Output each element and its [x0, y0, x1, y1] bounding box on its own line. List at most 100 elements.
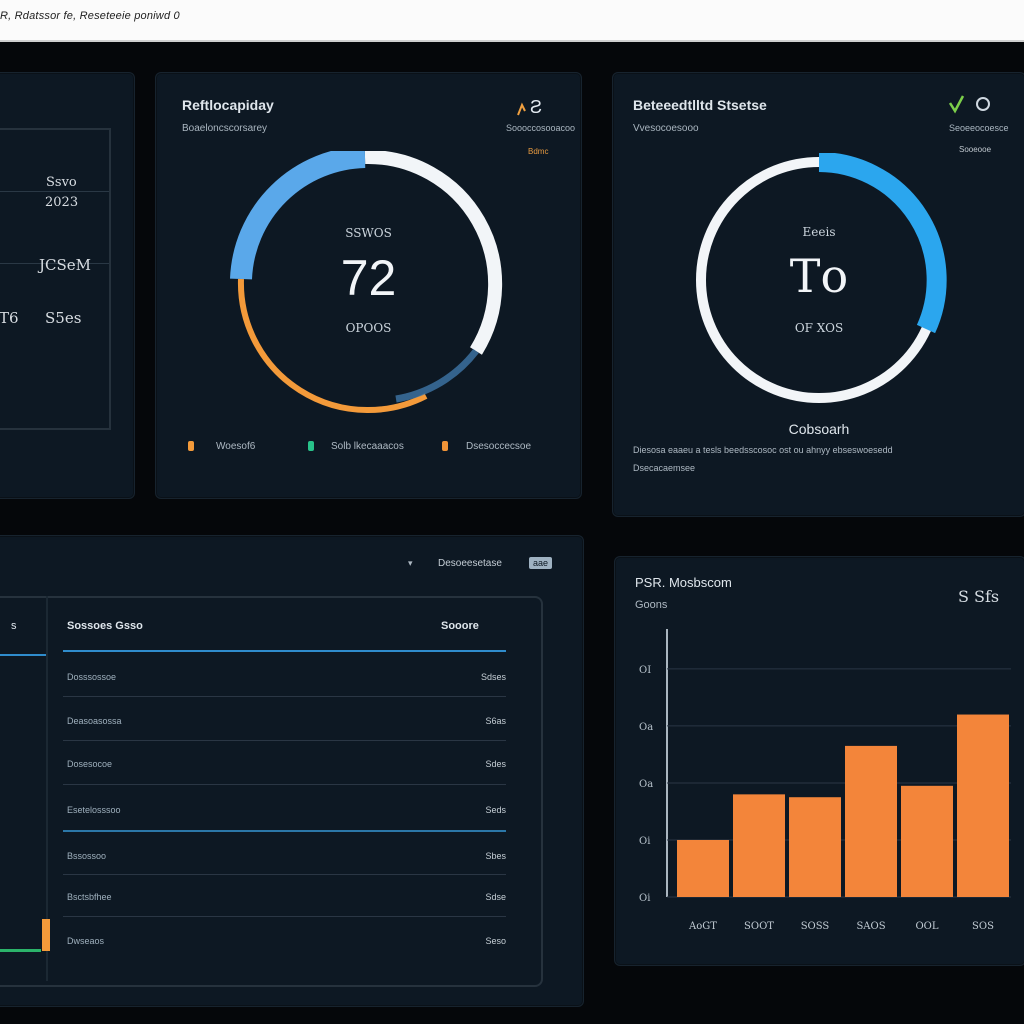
legend-label: Woesof6 [216, 441, 256, 452]
legend-label: Dsesoccecsoe [466, 441, 532, 452]
chart-subtitle: Goons [635, 599, 668, 611]
chart-corner-value: S Sfs [958, 587, 1000, 606]
corner-tag: Sooeooe [959, 145, 992, 154]
table-header-line [63, 650, 506, 652]
gauge-caption: Cobsoarh [788, 421, 850, 437]
table-cell-value: Sdes [485, 759, 506, 769]
pulse-icon[interactable]: Ƨ [516, 97, 554, 122]
table-progress-green [0, 949, 41, 952]
legend-marker [188, 441, 194, 451]
table-frame [0, 596, 543, 987]
table-row-separator [63, 784, 506, 785]
window-titlebar: R, Rdatssor fe, Reseteeie poniwd 0 [0, 0, 1024, 42]
card-subtitle: Boaeloncscorsarey [182, 123, 268, 134]
gauge-segment-white [364, 151, 503, 355]
y-tick-label: Oa [639, 779, 653, 790]
gauge-right-ring [696, 153, 947, 403]
table-cell-label: Dosssossoe [67, 672, 117, 682]
summary-frame [0, 128, 111, 430]
summary-value: 2023 [45, 195, 79, 210]
summary-value: Ssvo [46, 175, 77, 190]
summary-value: JCSeM [39, 256, 92, 274]
bar[interactable] [845, 745, 897, 897]
summary-panel: Ssvo 2023 JCSeM T6 S5es [0, 72, 135, 499]
table-cell-value: Sbes [485, 851, 506, 861]
bar-chart-svg: OI Oa Oa Oi Oi AoGT SOOT SOSS SAOS OOL SOS [639, 629, 1011, 932]
table-row-separator [63, 916, 506, 917]
gauge-bottom-label: OF XOS [794, 321, 844, 335]
table-row-separator [63, 740, 506, 741]
summary-value: S5es [45, 309, 82, 327]
table-cell-value: Seso [485, 936, 506, 946]
gauge-left-ring [230, 151, 503, 414]
y-tick-label: OI [639, 665, 651, 676]
x-tick-label: AoGT [688, 921, 717, 932]
gauge-value: То [789, 249, 849, 303]
x-tick-label: OOL [915, 921, 938, 932]
x-tick-label: SOSS [801, 921, 830, 932]
table-row-separator [63, 696, 506, 697]
gauge-card-right: Beteeedtlltd Stsetse Vvesocoesooo Seoeeo… [612, 72, 1024, 517]
window-title: R, Rdatssor fe, Reseteeie poniwd 0 [0, 10, 180, 22]
card-title: Reftlocapiday [182, 97, 274, 113]
table-cell-label: Bssossoo [67, 851, 107, 861]
table-row-separator [63, 874, 506, 875]
corner-subtitle: Seoeeocoesce [949, 123, 1009, 133]
y-tick-label: Oa [639, 722, 653, 733]
gauge-segment-blend [395, 348, 479, 403]
chart-title: PSR. Mosbscom [635, 575, 732, 590]
table-cell-value: Sdse [485, 892, 506, 902]
legend-label: Solb lkecaaacos [331, 441, 404, 452]
corner-icon-label: Ƨ [530, 97, 542, 117]
table-tag[interactable]: aae [529, 557, 553, 569]
x-tick-label: SOOT [744, 921, 774, 932]
table-cell-label: Deasoasossa [67, 716, 122, 726]
table-column-header[interactable]: Sossoes Gsso [67, 620, 143, 632]
corner-tag: Bdmc [528, 147, 549, 156]
corner-subtitle: Soooccosooacoo [506, 123, 576, 133]
card-subtitle: Vvesocoesooo [633, 123, 699, 134]
table-cell-label: Dwseaos [67, 936, 105, 946]
gauge-bottom-label: OPOOS [345, 321, 392, 335]
table-column-divider [46, 596, 48, 981]
gauge-segment-orange [237, 278, 428, 414]
check-icon[interactable] [947, 93, 997, 120]
gauge-top-label: SSWOS [345, 226, 392, 240]
bar[interactable] [789, 797, 841, 897]
x-tick-label: SAOS [856, 921, 885, 932]
table-progress-orange [42, 919, 50, 951]
gauge-description: Diesosa eaaeu a tesls beedsscosoc ost ou… [633, 445, 893, 455]
table-dropdown[interactable]: Desoeesetase [438, 558, 502, 569]
legend-marker [442, 441, 448, 451]
bar[interactable] [677, 839, 729, 897]
y-tick-label: Oi [639, 836, 650, 847]
summary-divider [0, 263, 109, 264]
table-left-header: s [11, 620, 17, 632]
table-cell-label: Bsctsbfhee [67, 892, 112, 902]
gauge-value: 72 [340, 250, 397, 306]
legend-marker [308, 441, 314, 451]
card-title: Beteeedtlltd Stsetse [633, 97, 767, 113]
table-cell-value: Seds [485, 805, 506, 815]
table-column-header[interactable]: Sooore [441, 620, 479, 632]
gauge-card-left: Reftlocapiday Boaeloncscorsarey Ƨ Sooocc… [155, 72, 582, 499]
gauge-description-2: Dsecacaemsee [633, 463, 696, 473]
bar[interactable] [957, 714, 1009, 897]
table-cell-value: S6as [485, 716, 506, 726]
table-accent-line [0, 654, 46, 656]
dropdown-chevron-icon[interactable]: ▾ [408, 558, 413, 568]
table-card: ▾ Desoeesetase aae s Sossoes Gsso Sooore… [0, 535, 584, 1007]
gauge-top-label: Eeeis [802, 225, 836, 239]
y-tick-label: Oi [639, 893, 650, 904]
summary-value: T6 [0, 309, 19, 327]
table-cell-label: Dosesocoe [67, 759, 113, 769]
bar-chart-card: PSR. Mosbscom Goons S Sfs OI Oa Oa Oi Oi AoGT… [614, 556, 1024, 966]
table-cell-label: Esetelosssoo [67, 805, 121, 815]
bar[interactable] [901, 785, 953, 897]
table-row-separator [63, 830, 506, 832]
gauge-segment-blue [818, 153, 947, 334]
bar[interactable] [733, 794, 785, 897]
summary-divider [0, 191, 109, 192]
gauge-segment-blue [230, 151, 366, 280]
x-tick-label: SOS [972, 921, 994, 932]
